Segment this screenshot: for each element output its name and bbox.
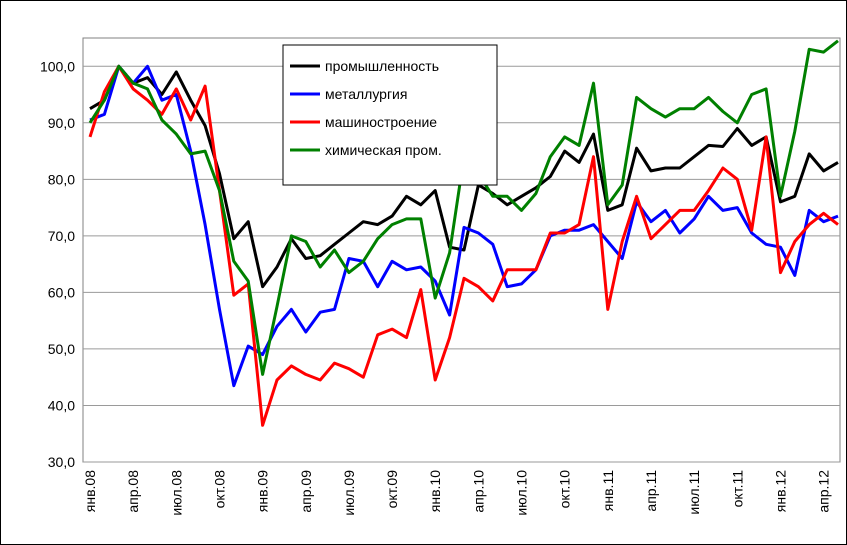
y-tick-label: 40,0 (48, 397, 75, 413)
series-line (88, 64, 839, 427)
y-tick-label: 80,0 (48, 171, 75, 187)
y-tick-label: 70,0 (48, 228, 75, 244)
x-tick-label: июл.10 (514, 470, 530, 516)
x-tick-label: окт.09 (384, 470, 400, 509)
y-tick-label: 30,0 (48, 454, 75, 470)
x-tick-label: окт.11 (729, 470, 745, 508)
legend-label: машиностроение (325, 114, 437, 130)
y-tick-label: 100,0 (40, 58, 75, 74)
x-tick-label: июл.09 (341, 470, 357, 516)
x-tick-label: янв.08 (82, 470, 98, 512)
series-line (89, 64, 839, 388)
x-tick-label: апр.12 (816, 470, 832, 513)
x-tick-label: янв.09 (255, 470, 271, 512)
x-tick-label: апр.08 (125, 470, 141, 513)
legend-box (282, 44, 498, 186)
x-tick-label: июл.11 (686, 470, 702, 515)
x-tick-label: апр.10 (470, 470, 486, 513)
x-tick-label: янв.11 (600, 470, 616, 511)
x-tick-label: июл.08 (168, 470, 184, 516)
legend: промышленность металлургия машиностроение х… (282, 44, 498, 186)
x-tick-label: апр.11 (643, 470, 659, 512)
x-tick-label: апр.09 (298, 470, 314, 513)
y-tick-label: 60,0 (48, 284, 75, 300)
legend-label: металлургия (325, 86, 407, 102)
x-tick-label: янв.10 (427, 470, 443, 512)
legend-label: химическая пром. (325, 142, 442, 158)
legend-label: промышленность (325, 58, 439, 74)
x-tick-label: янв.12 (772, 470, 788, 512)
y-tick-label: 50,0 (48, 341, 75, 357)
x-tick-label: окт.10 (557, 470, 573, 509)
x-tick-label: окт.08 (211, 470, 227, 509)
y-tick-label: 90,0 (48, 115, 75, 131)
